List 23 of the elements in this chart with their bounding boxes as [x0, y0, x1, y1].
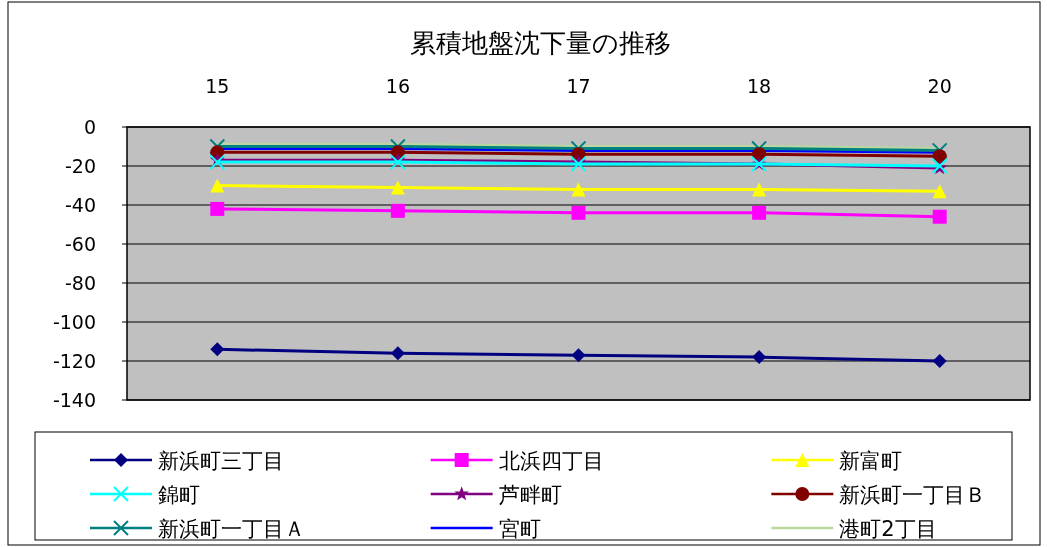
legend-label: 新富町	[839, 449, 903, 473]
y-tick-label: -120	[52, 350, 96, 372]
y-tick-label: -20	[64, 155, 96, 177]
legend-label: 錦町	[158, 483, 200, 507]
legend-label: 新浜町三丁目	[158, 449, 284, 473]
y-tick-label: -60	[64, 233, 96, 255]
y-tick-label: -40	[64, 194, 96, 216]
legend-label: 芦畔町	[498, 483, 562, 507]
x-tick-label: 15	[205, 75, 230, 97]
y-tick-label: 0	[83, 116, 96, 138]
legend-label: 北浜四丁目	[498, 449, 604, 473]
x-tick-label: 16	[385, 75, 410, 97]
x-tick-label: 20	[927, 75, 952, 97]
legend-label: 宮町	[498, 517, 541, 541]
chart-title: 累積地盤沈下量の推移	[409, 28, 671, 58]
x-tick-label: 18	[747, 75, 772, 97]
legend-label: 新浜町一丁目Ａ	[158, 517, 305, 541]
y-tick-label: -80	[64, 272, 96, 294]
legend-label: 新浜町一丁目Ｂ	[839, 483, 987, 507]
legend-label: 港町2丁目	[839, 517, 937, 541]
x-tick-label: 17	[566, 75, 591, 97]
y-tick-label: -140	[52, 389, 96, 411]
y-tick-label: -100	[52, 311, 96, 333]
